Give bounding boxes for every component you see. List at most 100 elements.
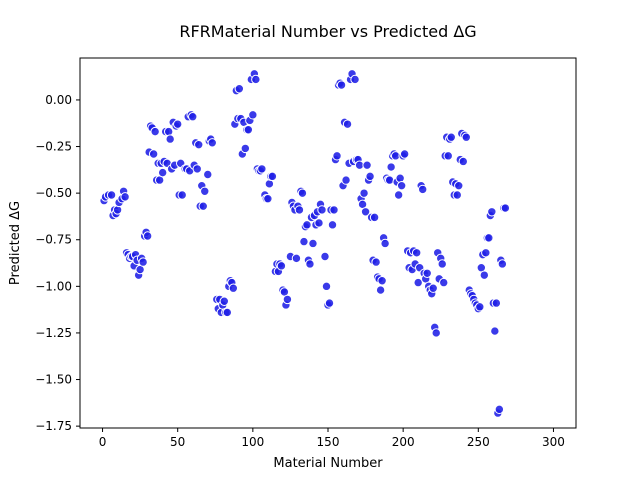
data-point — [396, 180, 407, 191]
data-point — [479, 270, 490, 280]
x-tick-label: 150 — [317, 435, 340, 449]
x-tick-label: 50 — [170, 435, 185, 449]
data-point — [458, 156, 468, 167]
data-point — [332, 151, 342, 161]
data-point — [120, 192, 130, 202]
data-point — [487, 207, 497, 217]
plot-area — [99, 69, 511, 418]
data-point — [359, 188, 369, 198]
data-point — [446, 132, 456, 142]
data-point — [494, 404, 505, 415]
data-point — [276, 261, 287, 271]
y-tick-label: −1.00 — [35, 279, 72, 293]
data-point — [454, 180, 464, 191]
data-point — [417, 184, 428, 195]
data-point — [188, 112, 198, 122]
data-point — [177, 190, 187, 200]
data-point — [228, 283, 239, 293]
data-point — [437, 259, 447, 269]
data-point — [106, 190, 117, 200]
data-point — [413, 277, 423, 288]
data-point — [475, 302, 485, 312]
y-tick-label: −1.75 — [35, 419, 72, 433]
data-point — [380, 238, 390, 249]
data-point — [257, 164, 267, 174]
data-point — [490, 326, 500, 336]
data-point — [452, 190, 462, 200]
x-tick-label: 250 — [467, 435, 490, 449]
data-point — [194, 139, 204, 150]
data-point — [150, 126, 160, 137]
data-point — [163, 126, 174, 137]
data-point — [341, 175, 351, 185]
data-point — [219, 296, 229, 306]
data-point — [342, 119, 353, 129]
x-axis-label: Material Number — [273, 456, 383, 471]
data-point — [299, 236, 309, 247]
data-point — [251, 74, 261, 85]
data-point — [443, 151, 453, 161]
data-point — [317, 205, 327, 215]
data-point — [399, 149, 410, 159]
data-point — [461, 132, 471, 142]
data-point — [148, 149, 159, 159]
data-point — [320, 251, 330, 262]
data-point — [386, 162, 396, 172]
data-point — [362, 160, 372, 170]
x-tick-label: 100 — [241, 435, 264, 449]
data-point — [329, 205, 339, 215]
data-point — [393, 190, 404, 200]
x-tick-label: 0 — [99, 435, 107, 449]
data-point — [369, 212, 380, 223]
data-point — [375, 285, 386, 295]
data-point — [360, 207, 371, 217]
y-tick-label: 0.00 — [45, 93, 72, 107]
data-point — [365, 171, 375, 182]
data-point — [411, 248, 422, 258]
data-point — [439, 277, 449, 288]
x-axis: 0 50 100 150 200 250 300 — [99, 428, 565, 449]
data-point — [422, 268, 432, 278]
data-point — [336, 80, 347, 90]
data-point — [192, 164, 202, 174]
data-point — [112, 205, 123, 215]
y-tick-label: −0.25 — [35, 140, 72, 154]
data-point — [234, 84, 245, 94]
data-point — [240, 143, 251, 154]
data-point — [308, 238, 318, 249]
data-point — [291, 253, 302, 264]
x-tick-label: 300 — [542, 435, 565, 449]
data-point — [157, 167, 168, 178]
data-point — [377, 276, 387, 286]
data-point — [203, 169, 213, 180]
data-point — [138, 257, 148, 267]
x-tick-label: 200 — [392, 435, 415, 449]
data-point — [222, 307, 233, 318]
y-tick-label: −0.50 — [35, 186, 72, 200]
data-point — [173, 119, 183, 129]
chart-title: RFRMaterial Number vs Predicted ΔG — [179, 22, 476, 41]
data-point — [314, 218, 324, 228]
data-point — [324, 298, 335, 308]
data-point — [282, 294, 293, 305]
data-point — [321, 281, 332, 292]
y-axis: 0.00 −0.25 −0.50 −0.75 −1.00 −1.25 −1.50 −1.75 — [35, 93, 80, 433]
data-point — [491, 298, 502, 308]
data-point — [198, 201, 208, 211]
data-point — [327, 220, 338, 230]
data-point — [297, 188, 308, 198]
data-point — [350, 74, 360, 85]
data-point — [165, 134, 175, 144]
data-point — [484, 233, 494, 243]
data-point — [500, 203, 511, 213]
data-point — [263, 194, 273, 204]
y-axis-label: Predicted ΔG — [8, 201, 23, 285]
data-point — [248, 110, 258, 120]
data-point — [243, 125, 254, 135]
data-point — [305, 259, 315, 269]
data-point — [395, 173, 405, 183]
data-point — [481, 248, 491, 258]
data-point — [428, 283, 438, 293]
